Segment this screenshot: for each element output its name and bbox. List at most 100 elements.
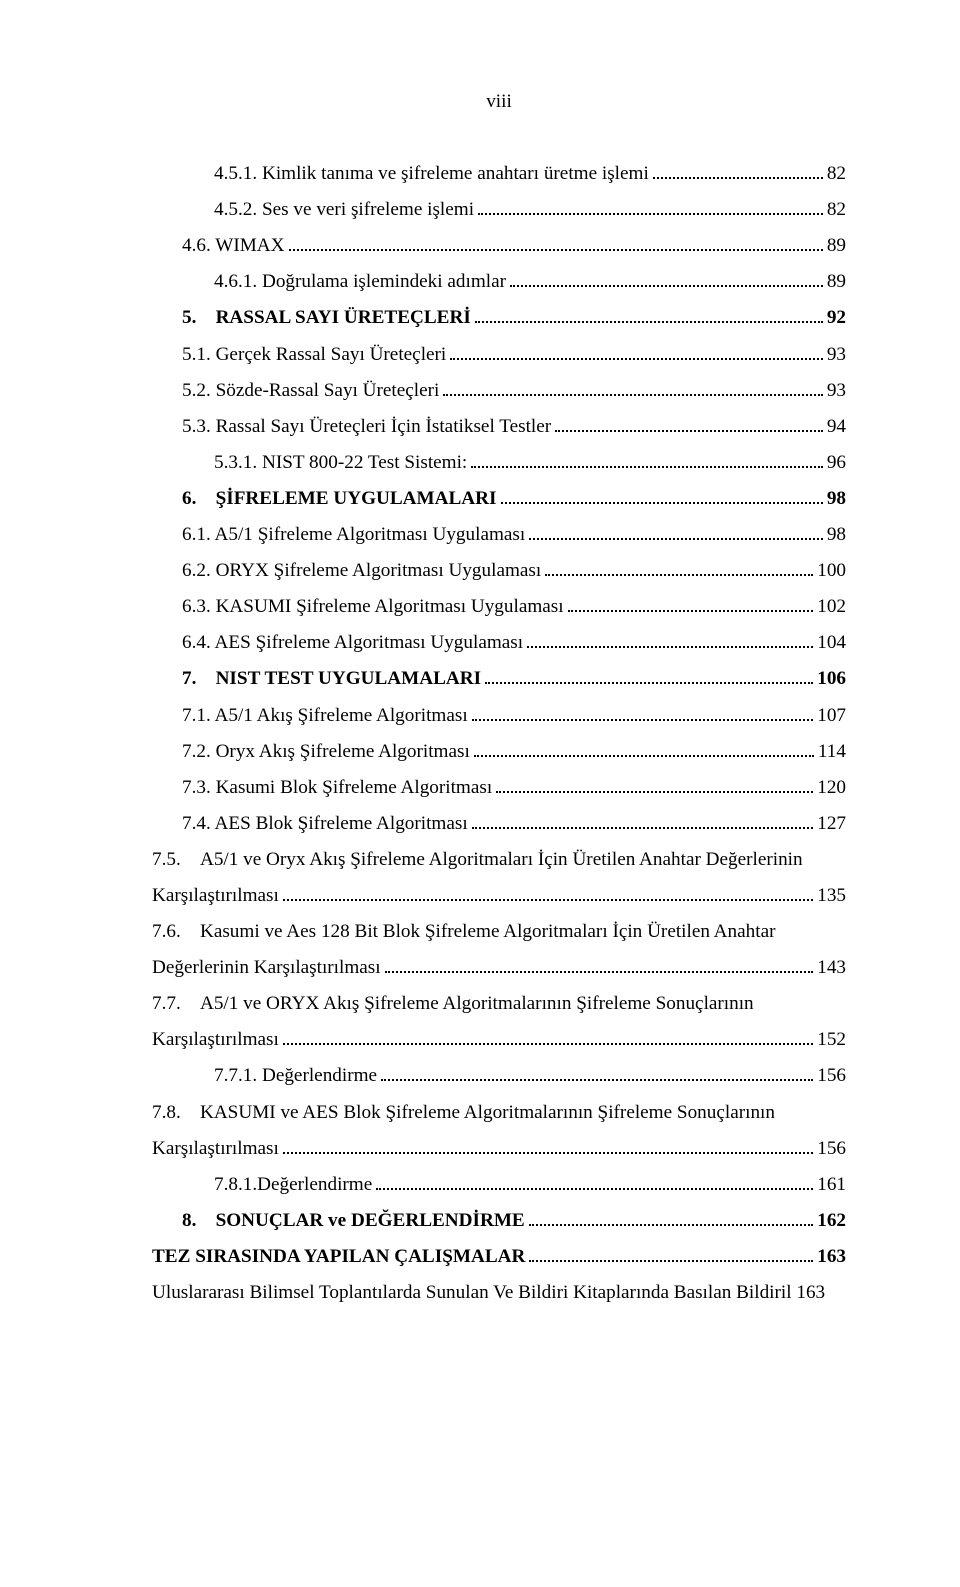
toc-page-number: 89 (827, 264, 846, 300)
toc-page-number: 162 (817, 1203, 846, 1239)
toc-entry: 5.2. Sözde-Rassal Sayı Üreteçleri 93 (152, 373, 846, 409)
toc-entry: 7.7.1. Değerlendirme 156 (152, 1058, 846, 1094)
toc-page-number: 82 (827, 156, 846, 192)
toc-page-number: 82 (827, 192, 846, 228)
toc-label: Uluslararası Bilimsel Toplantılarda Sunu… (152, 1275, 825, 1311)
toc-label: 7.7.1. Değerlendirme (214, 1058, 377, 1094)
toc-leader-dots (510, 272, 823, 287)
toc-label: 6.4. AES Şifreleme Algoritması Uygulamas… (182, 625, 523, 661)
toc-label: 7. NIST TEST UYGULAMALARI (182, 661, 481, 697)
toc-leader-dots (443, 380, 822, 395)
toc-page-number: 163 (817, 1239, 846, 1275)
toc-page-number: 156 (817, 1131, 846, 1167)
toc-leader-dots (385, 958, 814, 973)
toc-entry-continuation: Değerlerinin Karşılaştırılması143 (152, 950, 846, 986)
toc-page-number: 120 (817, 770, 846, 806)
toc-label: 5.1. Gerçek Rassal Sayı Üreteçleri (182, 337, 446, 373)
toc-entry: 6.3. KASUMI Şifreleme Algoritması Uygula… (152, 589, 846, 625)
toc-leader-dots (450, 344, 823, 359)
toc-label: 7.1. A5/1 Akış Şifreleme Algoritması (182, 698, 468, 734)
toc-leader-dots (545, 561, 813, 576)
toc-leader-dots (478, 200, 823, 215)
toc-entry: 7.4. AES Blok Şifreleme Algoritması 127 (152, 806, 846, 842)
toc-leader-dots (496, 777, 813, 792)
toc-leader-dots (555, 416, 823, 431)
toc-label: 8. SONUÇLAR ve DEĞERLENDİRME (182, 1203, 525, 1239)
toc-entry: 4.6.1. Doğrulama işlemindeki adımlar 89 (152, 264, 846, 300)
toc-leader-dots (529, 1210, 813, 1225)
toc-label: 4.5.2. Ses ve veri şifreleme işlemi (214, 192, 474, 228)
toc-label: 7.3. Kasumi Blok Şifreleme Algoritması (182, 770, 492, 806)
toc-label: 7.7. A5/1 ve ORYX Akış Şifreleme Algorit… (152, 993, 754, 1014)
toc-page-number: 107 (817, 698, 846, 734)
toc-entry: TEZ SIRASINDA YAPILAN ÇALIŞMALAR 163 (152, 1239, 846, 1275)
toc-label: TEZ SIRASINDA YAPILAN ÇALIŞMALAR (152, 1239, 525, 1275)
toc-leader-dots (381, 1066, 813, 1081)
toc-page-number: 127 (817, 806, 846, 842)
toc-entry-continuation: Karşılaştırılması152 (152, 1022, 846, 1058)
toc-leader-dots (527, 633, 813, 648)
toc-label: 6.3. KASUMI Şifreleme Algoritması Uygula… (182, 589, 564, 625)
toc-page-number: 104 (817, 625, 846, 661)
toc-entry: 6.2. ORYX Şifreleme Algoritması Uygulama… (152, 553, 846, 589)
toc-page-number: 98 (827, 481, 846, 517)
toc-label: 6.1. A5/1 Şifreleme Algoritması Uygulama… (182, 517, 525, 553)
toc-label: 7.8. KASUMI ve AES Blok Şifreleme Algori… (152, 1102, 775, 1123)
toc-entry: 5.3. Rassal Sayı Üreteçleri İçin İstatik… (152, 409, 846, 445)
toc-leader-dots (529, 1246, 813, 1261)
toc-entry: 7.1. A5/1 Akış Şifreleme Algoritması 107 (152, 698, 846, 734)
toc-entry-continuation: Karşılaştırılması156 (152, 1131, 846, 1167)
toc-label: Değerlerinin Karşılaştırılması (152, 950, 381, 986)
toc-entry: 7.3. Kasumi Blok Şifreleme Algoritması 12… (152, 770, 846, 806)
toc-label: 6. ŞİFRELEME UYGULAMALARI (182, 481, 497, 517)
toc-label: 4.6.1. Doğrulama işlemindeki adımlar (214, 264, 506, 300)
toc-entry: 6.1. A5/1 Şifreleme Algoritması Uygulama… (152, 517, 846, 553)
toc-page-number: 94 (827, 409, 846, 445)
toc-label: 5.3.1. NIST 800-22 Test Sistemi: (214, 445, 467, 481)
toc-leader-dots (653, 164, 823, 179)
toc-page-number: 156 (817, 1058, 846, 1094)
toc-leader-dots (568, 597, 814, 612)
toc-leader-dots (472, 705, 814, 720)
toc-entry: 7.8. KASUMI ve AES Blok Şifreleme Algori… (152, 1095, 846, 1131)
toc-page-number: 96 (827, 445, 846, 481)
toc-page-number: 152 (817, 1022, 846, 1058)
toc-page-number: 102 (817, 589, 846, 625)
toc-leader-dots (472, 813, 814, 828)
toc-label: 7.6. Kasumi ve Aes 128 Bit Blok Şifrelem… (152, 921, 775, 942)
toc-label: 7.4. AES Blok Şifreleme Algoritması (182, 806, 468, 842)
toc-page-number: 98 (827, 517, 846, 553)
toc-page-number: 100 (817, 553, 846, 589)
toc-label: 7.2. Oryx Akış Şifreleme Algoritması (182, 734, 470, 770)
toc-page-number: 135 (817, 878, 846, 914)
page-marker: viii (152, 84, 846, 120)
toc-page-number: 89 (827, 228, 846, 264)
toc-page-number: 93 (827, 373, 846, 409)
toc-leader-dots (474, 741, 814, 756)
toc-body: 4.5.1. Kimlik tanıma ve şifreleme anahta… (152, 156, 846, 1311)
toc-entry: 4.6. WIMAX 89 (152, 228, 846, 264)
toc-entry: 6. ŞİFRELEME UYGULAMALARI 98 (152, 481, 846, 517)
toc-entry: Uluslararası Bilimsel Toplantılarda Sunu… (152, 1275, 846, 1311)
toc-entry: 4.5.1. Kimlik tanıma ve şifreleme anahta… (152, 156, 846, 192)
toc-entry: 7.8.1.Değerlendirme161 (152, 1167, 846, 1203)
toc-entry: 5. RASSAL SAYI ÜRETEÇLERİ92 (152, 300, 846, 336)
toc-label: 4.6. WIMAX (182, 228, 285, 264)
toc-leader-dots (529, 525, 823, 540)
toc-entry: 6.4. AES Şifreleme Algoritması Uygulamas… (152, 625, 846, 661)
toc-label: 4.5.1. Kimlik tanıma ve şifreleme anahta… (214, 156, 649, 192)
toc-leader-dots (485, 669, 813, 684)
toc-leader-dots (501, 489, 823, 504)
toc-leader-dots (475, 308, 823, 323)
toc-label: 5.2. Sözde-Rassal Sayı Üreteçleri (182, 373, 439, 409)
toc-page-number: 92 (827, 300, 846, 336)
toc-entry: 7.2. Oryx Akış Şifreleme Algoritması114 (152, 734, 846, 770)
toc-page: viii 4.5.1. Kimlik tanıma ve şifreleme a… (0, 0, 960, 1587)
toc-label: Karşılaştırılması (152, 878, 279, 914)
toc-leader-dots (376, 1174, 813, 1189)
toc-label: 7.8.1.Değerlendirme (214, 1167, 372, 1203)
toc-entry: 8. SONUÇLAR ve DEĞERLENDİRME 162 (152, 1203, 846, 1239)
toc-page-number: 93 (827, 337, 846, 373)
toc-label: 6.2. ORYX Şifreleme Algoritması Uygulama… (182, 553, 541, 589)
toc-leader-dots (283, 1138, 813, 1153)
